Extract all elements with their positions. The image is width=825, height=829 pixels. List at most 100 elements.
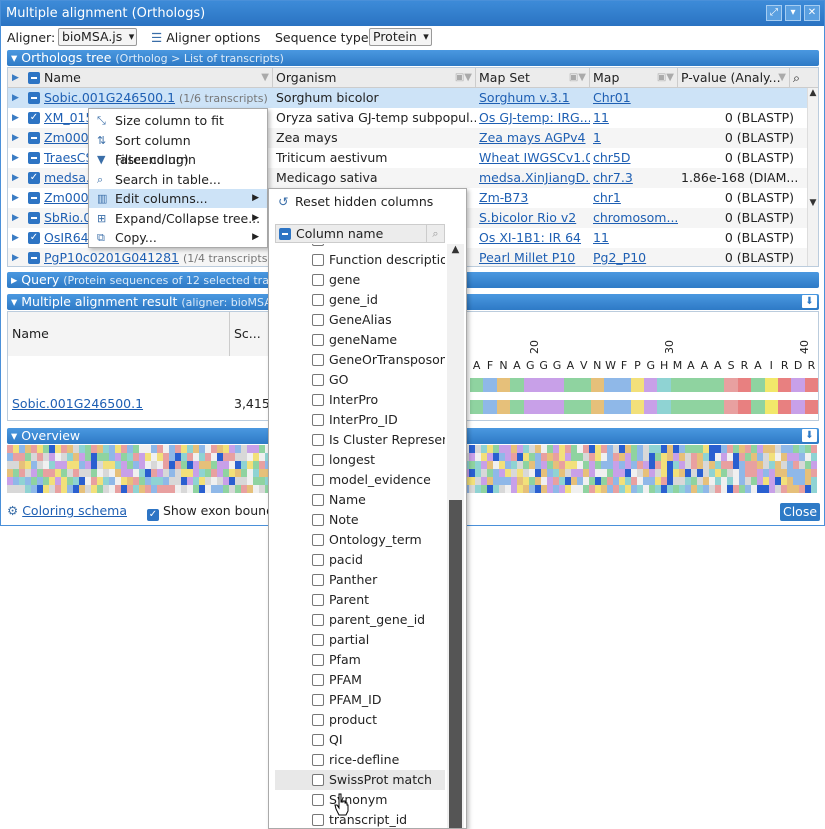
column-option-checkbox[interactable] [312,374,324,386]
expand-icon[interactable]: ▶ [12,73,19,83]
row-checkbox[interactable] [28,152,40,164]
column-option[interactable]: QI [275,730,445,750]
download-icon[interactable]: ⬇ [802,295,817,308]
column-option-checkbox[interactable] [312,554,324,566]
expand-icon[interactable]: ▶ [12,133,19,143]
column-header-mapset[interactable]: Map Set ▣▼ [476,68,590,88]
sequence-type-select[interactable]: Protein [369,28,432,46]
mapset-link[interactable]: medsa.XinJiangD... [479,170,590,185]
column-name-header[interactable]: Column name ⌕ [275,224,445,243]
search-icon[interactable]: ⌕ [793,70,801,85]
mapset-link[interactable]: Wheat IWGSCv1.0 [479,150,590,165]
column-option-checkbox[interactable] [312,434,324,446]
column-option[interactable]: InterPro_ID [275,410,445,430]
column-header-organism[interactable]: Organism ▣▼ [273,68,476,88]
expand-icon[interactable]: ▶ [12,233,19,243]
row-checkbox[interactable] [28,192,40,204]
alignment-score-header[interactable]: Sc... [230,312,270,356]
select-all-columns-checkbox[interactable] [279,228,291,240]
map-link[interactable]: Chr01 [593,90,631,105]
filter-icon[interactable]: ▼ [778,72,786,83]
column-option[interactable]: Panther [275,570,445,590]
column-option[interactable]: Synonym [275,790,445,810]
transcript-link[interactable]: PgP10c0201G041281 [44,250,180,265]
column-option[interactable]: parent_gene_id [275,610,445,630]
mapset-link[interactable]: Os GJ-temp: IRG... [479,110,590,125]
column-header-map[interactable]: Map ▣▼ [590,68,678,88]
column-list-scrollbar[interactable]: ▲ [447,244,464,828]
column-option-checkbox[interactable] [312,754,324,766]
row-checkbox[interactable] [28,212,40,224]
row-checkbox[interactable]: ✓ [28,112,40,124]
maximize-icon[interactable]: ⤢ [766,5,782,21]
show-exon-checkbox[interactable]: ✓ [146,509,159,521]
table-row[interactable]: ▶ ✓ OsIR64 Os XI-1B1: IR 64 11 0 (BLASTP… [8,228,808,248]
column-option-checkbox[interactable] [312,294,324,306]
row-checkbox[interactable] [28,92,40,104]
column-option[interactable]: transcript_id [275,810,445,828]
expand-icon[interactable]: ▶ [12,153,19,163]
column-option[interactable]: Ontology_term [275,530,445,550]
menu-item-edit-columns[interactable]: ▥ Edit columns... ▶ [89,189,267,208]
column-option[interactable]: PFAM_ID [275,690,445,710]
column-option[interactable]: partial [275,630,445,650]
column-option-checkbox[interactable] [312,614,324,626]
transcript-link[interactable]: Zm000 [44,130,89,145]
column-option[interactable]: GeneOrTransposon [275,350,445,370]
row-checkbox[interactable] [28,252,40,264]
mapset-link[interactable]: Sorghum v.3.1 [479,90,570,105]
column-option-checkbox[interactable] [312,774,324,786]
reset-hidden-columns[interactable]: ↺ Reset hidden columns [269,191,466,213]
row-checkbox[interactable] [28,132,40,144]
select-all-checkbox[interactable] [28,72,40,84]
column-option[interactable]: eAED [275,244,445,250]
map-link[interactable]: chr1 [593,190,621,205]
column-option[interactable]: product [275,710,445,730]
column-option-checkbox[interactable] [312,694,324,706]
orthologs-tree-header[interactable]: ▾ Orthologs tree (Ortholog > List of tra… [7,50,819,66]
table-row[interactable]: ▶ ✓ XM_015 Oryza sativa GJ-temp subpopul… [8,108,808,128]
column-option[interactable]: geneName [275,330,445,350]
column-option[interactable]: Name [275,490,445,510]
map-link[interactable]: 11 [593,230,609,245]
column-option[interactable]: pacid [275,550,445,570]
expand-icon[interactable]: ▶ [12,213,19,223]
map-link[interactable]: chr5D [593,150,631,165]
column-option-checkbox[interactable] [312,314,324,326]
mapset-link[interactable]: Pearl Millet P10 [479,250,576,265]
row-checkbox[interactable]: ✓ [28,232,40,244]
column-option-checkbox[interactable] [312,634,324,646]
map-link[interactable]: 1 [593,130,601,145]
menu-item-filter-column[interactable]: ▼ Filter column [89,150,267,169]
menu-item-expand-collapse[interactable]: ⊞ Expand/Collapse tree... ▶ [89,209,267,228]
column-option-checkbox[interactable] [312,794,324,806]
column-header-pvalue[interactable]: P-value (Analy... ▼ [678,68,790,88]
column-option-checkbox[interactable] [312,734,324,746]
transcript-link[interactable]: Zm000 [44,190,89,205]
filter-icon[interactable]: ▣▼ [568,72,586,83]
map-link[interactable]: 11 [593,110,609,125]
row-checkbox[interactable]: ✓ [28,172,40,184]
search-icon[interactable]: ⌕ [426,225,444,242]
expand-icon[interactable]: ▶ [12,173,19,183]
mapset-link[interactable]: Zm-B73 [479,190,529,205]
column-option-checkbox[interactable] [312,674,324,686]
transcript-link[interactable]: OsIR64 [44,230,89,245]
column-option[interactable]: gene_id [275,290,445,310]
table-row[interactable]: ▶ TraesCS Triticum aestivum Wheat IWGSCv… [8,148,808,168]
column-option[interactable]: SwissProt match [275,770,445,790]
column-option[interactable]: GeneAlias [275,310,445,330]
column-option-checkbox[interactable] [312,814,324,826]
map-link[interactable]: Pg2_P10 [593,250,647,265]
mapset-link[interactable]: Zea mays AGPv4 [479,130,586,145]
aligner-options-button[interactable]: ☰ Aligner options [151,30,260,45]
menu-item-copy[interactable]: ⧉ Copy... ▶ [89,228,267,247]
alignment-name-header[interactable]: Name [8,312,230,356]
chevron-down-icon[interactable]: ▾ [785,5,801,21]
column-option-checkbox[interactable] [312,474,324,486]
column-option[interactable]: Note [275,510,445,530]
menu-item-search[interactable]: ⌕ Search in table... [89,170,267,189]
mapset-link[interactable]: Os XI-1B1: IR 64 [479,230,582,245]
transcript-link[interactable]: TraesCS [44,150,94,165]
map-link[interactable]: chr7.3 [593,170,633,185]
